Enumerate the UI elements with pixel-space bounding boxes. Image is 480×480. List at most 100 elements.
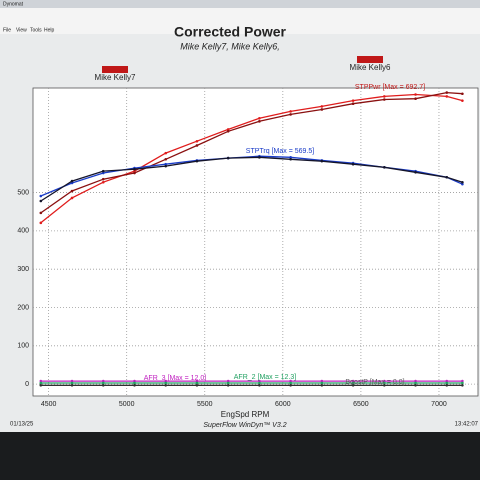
marker-dot — [164, 164, 168, 168]
marker-dot — [39, 199, 43, 203]
marker-dot — [70, 189, 74, 193]
marker-dot — [133, 167, 136, 171]
marker-dot — [351, 102, 355, 106]
menu-item[interactable]: File — [3, 27, 11, 33]
annotation: AFR_3 [Max = 12.0] — [144, 375, 207, 382]
marker-dot — [39, 381, 43, 385]
marker-dot — [383, 98, 386, 101]
y-tick-label: 500 — [17, 189, 29, 196]
marker-dot — [289, 379, 292, 383]
x-tick-label: 5000 — [119, 401, 135, 408]
x-tick-label: 4500 — [41, 401, 57, 408]
marker-dot — [101, 171, 105, 175]
marker-dot — [383, 95, 386, 98]
annotation: STPPwr [Max = 692.7] — [355, 84, 425, 91]
marker-dot — [320, 381, 324, 385]
marker-dot — [445, 91, 449, 94]
marker-dot — [383, 379, 386, 383]
marker-dot — [39, 379, 43, 383]
marker-dot — [39, 194, 43, 198]
marker-dot — [195, 381, 199, 385]
marker-dot — [461, 379, 464, 383]
marker-dot — [351, 381, 355, 385]
marker-dot — [445, 379, 449, 383]
y-tick-label: 200 — [17, 304, 29, 311]
legend-swatch — [357, 56, 383, 63]
marker-dot — [320, 105, 324, 108]
marker-dot — [195, 383, 199, 387]
menu-item[interactable]: Help — [44, 27, 55, 33]
marker-dot — [70, 383, 74, 387]
marker-dot — [351, 99, 355, 102]
marker-dot — [414, 379, 417, 383]
y-tick-label: 300 — [17, 266, 29, 273]
menu-item[interactable]: Tools — [30, 27, 42, 33]
y-tick-label: 0 — [25, 381, 29, 388]
marker-dot — [226, 379, 230, 383]
marker-dot — [164, 383, 168, 387]
annotation: BoostP [Max = 0.0] — [345, 379, 404, 386]
marker-dot — [133, 169, 136, 173]
x-tick-label: 5500 — [197, 401, 213, 408]
marker-dot — [195, 159, 199, 163]
marker-dot — [70, 381, 74, 385]
y-tick-label: 400 — [17, 228, 29, 235]
marker-dot — [445, 383, 449, 387]
marker-dot — [258, 120, 261, 123]
footer-time: 13:42:07 — [455, 422, 479, 428]
marker-dot — [195, 144, 199, 147]
marker-dot — [414, 97, 417, 101]
legend-label: Mike Kelly6 — [350, 63, 391, 72]
marker-dot — [461, 99, 464, 102]
marker-dot — [445, 175, 449, 179]
marker-dot — [101, 381, 105, 385]
chart-title: Corrected Power — [174, 24, 287, 40]
annotation: STPTrq [Max = 569.5] — [246, 148, 314, 155]
marker-dot — [320, 159, 324, 163]
x-axis-label: EngSpd RPM — [221, 410, 270, 419]
marker-dot — [258, 381, 261, 385]
marker-dot — [461, 182, 464, 186]
marker-dot — [351, 383, 355, 387]
x-tick-label: 6000 — [275, 401, 291, 408]
marker-dot — [70, 379, 74, 383]
marker-dot — [164, 379, 168, 383]
marker-dot — [445, 381, 449, 385]
marker-dot — [39, 221, 43, 225]
menu-item[interactable]: View — [16, 27, 27, 33]
marker-dot — [101, 383, 105, 387]
marker-dot — [226, 129, 230, 133]
marker-dot — [351, 379, 355, 383]
marker-dot — [258, 379, 261, 383]
marker-dot — [289, 110, 292, 113]
marker-dot — [70, 179, 74, 183]
annotation: AFR_2 [Max = 12.3] — [234, 374, 297, 381]
marker-dot — [351, 162, 355, 166]
marker-dot — [39, 211, 43, 215]
y-tick-label: 100 — [17, 343, 29, 350]
marker-dot — [258, 116, 261, 120]
legend-swatch — [102, 66, 128, 73]
marker-dot — [226, 381, 230, 385]
marker-dot — [445, 95, 449, 98]
marker-dot — [461, 180, 464, 184]
marker-dot — [226, 128, 230, 131]
marker-dot — [195, 139, 199, 143]
marker-dot — [164, 157, 168, 161]
menu-bar — [0, 8, 480, 34]
marker-dot — [414, 93, 417, 96]
marker-dot — [133, 381, 136, 385]
marker-dot — [383, 165, 386, 169]
marker-dot — [195, 379, 199, 383]
marker-dot — [461, 92, 464, 96]
marker-dot — [320, 383, 324, 387]
marker-dot — [289, 113, 292, 116]
marker-dot — [414, 381, 417, 385]
marker-dot — [101, 169, 105, 173]
marker-dot — [39, 383, 43, 387]
marker-dot — [70, 196, 74, 200]
plot-area — [32, 87, 479, 397]
marker-dot — [320, 379, 324, 383]
x-tick-label: 6500 — [353, 401, 369, 408]
